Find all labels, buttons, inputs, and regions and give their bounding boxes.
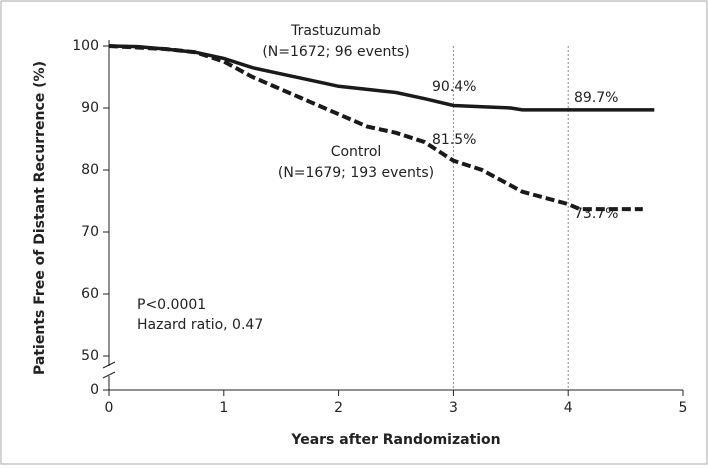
x-axis-title: Years after Randomization — [290, 432, 500, 448]
x-tick-label: 0 — [105, 400, 114, 416]
axis-break — [102, 371, 116, 379]
axis-break — [102, 361, 116, 369]
y-tick-label: 80 — [81, 162, 99, 178]
annotation: 73.7% — [574, 206, 618, 222]
annotation: 90.4% — [432, 79, 476, 95]
annotation: (N=1672; 96 events) — [262, 44, 409, 60]
annotation: P<0.0001 — [137, 297, 206, 313]
survival-curve — [108, 44, 643, 212]
x-tick-label: 5 — [679, 400, 688, 416]
annotation: (N=1679; 193 events) — [278, 165, 434, 181]
y-tick-label: 90 — [81, 100, 99, 116]
y-tick-label: 50 — [81, 348, 99, 364]
x-tick-label: 2 — [334, 400, 343, 416]
y-tick-label: 70 — [81, 224, 99, 240]
annotation: 89.7% — [574, 90, 618, 106]
y-axis-title: Patients Free of Distant Recurrence (%) — [32, 61, 48, 375]
y-tick-label: 60 — [81, 286, 99, 302]
annotation: Control — [331, 144, 382, 160]
x-tick-label: 1 — [219, 400, 228, 416]
x-tick-label: 3 — [449, 400, 458, 416]
annotation: 81.5% — [432, 132, 476, 148]
y-tick-label: 100 — [72, 38, 99, 54]
y-tick-label: 0 — [90, 382, 99, 398]
annotation: Hazard ratio, 0.47 — [137, 317, 263, 333]
x-tick-label: 4 — [564, 400, 573, 416]
annotation: Trastuzumab — [290, 23, 381, 39]
